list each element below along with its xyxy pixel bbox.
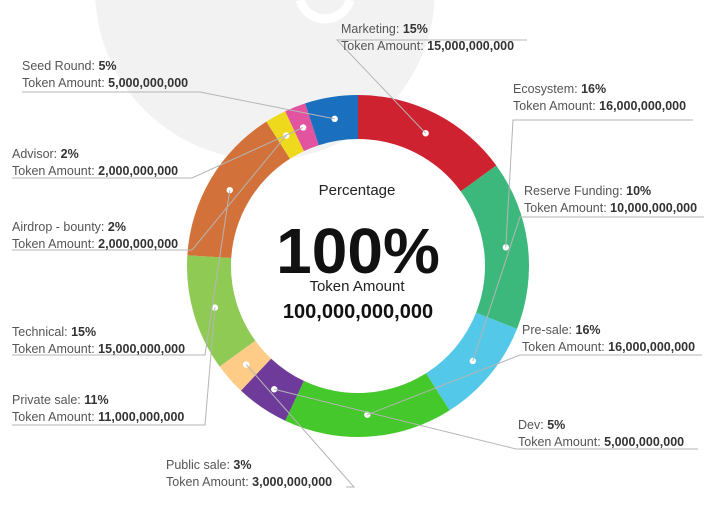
slice-label-amount: Token Amount: 11,000,000,000 xyxy=(12,410,184,424)
slice-label-name: Private sale: 11% xyxy=(12,393,109,407)
slice-label-amount: Token Amount: 5,000,000,000 xyxy=(22,76,188,90)
leader-line xyxy=(472,216,704,362)
leader-line xyxy=(12,190,231,356)
leader-line xyxy=(245,364,356,488)
slice-marker-dot xyxy=(211,304,219,311)
slice-label-amount: Token Amount: 5,000,000,000 xyxy=(518,435,684,449)
center-amount-label: Token Amount xyxy=(309,278,405,295)
slice-label-name: Seed Round: 5% xyxy=(22,59,117,73)
slice-label-name: Marketing: 15% xyxy=(341,22,428,36)
slice-marker-dot xyxy=(502,244,510,251)
slice-label-amount: Token Amount: 15,000,000,000 xyxy=(341,39,514,53)
slice-label-amount: Token Amount: 2,000,000,000 xyxy=(12,164,178,178)
leader-line xyxy=(22,91,335,120)
slice-label-name: Pre-sale: 16% xyxy=(522,323,601,337)
slice-label-name: Reserve Funding: 10% xyxy=(524,184,651,198)
slice-pre-sale xyxy=(285,373,450,437)
slice-label-name: Technical: 15% xyxy=(12,325,96,339)
slice-label-name: Dev: 5% xyxy=(518,418,565,432)
leader-line xyxy=(12,127,304,179)
slice-label-name: Public sale: 3% xyxy=(166,458,251,472)
slice-label-name: Ecosystem: 16% xyxy=(513,82,606,96)
center-percent: 100% xyxy=(276,215,440,287)
slice-label-name: Airdrop - bounty: 2% xyxy=(12,220,126,234)
slice-marketing xyxy=(358,95,497,192)
slice-marker-dot xyxy=(271,386,278,393)
slice-seed-round xyxy=(305,95,358,146)
slice-label-amount: Token Amount: 3,000,000,000 xyxy=(166,475,332,489)
slice-label-amount: Token Amount: 2,000,000,000 xyxy=(12,237,178,251)
slice-label-amount: Token Amount: 16,000,000,000 xyxy=(513,99,686,113)
slice-ecosystem xyxy=(460,165,529,329)
slice-private-sale xyxy=(187,255,256,367)
leader-line xyxy=(12,135,287,251)
center-amount-value: 100,000,000,000 xyxy=(283,301,433,323)
center-title: Percentage xyxy=(319,182,396,199)
leader-line xyxy=(274,388,698,450)
slice-label-amount: Token Amount: 10,000,000,000 xyxy=(524,201,697,215)
leader-line xyxy=(367,354,702,416)
leader-line xyxy=(335,39,527,134)
slice-label-name: Advisor: 2% xyxy=(12,147,79,161)
leader-line xyxy=(12,307,216,426)
leader-line xyxy=(505,119,693,248)
slice-label-amount: Token Amount: 16,000,000,000 xyxy=(522,340,695,354)
slice-label-amount: Token Amount: 15,000,000,000 xyxy=(12,342,185,356)
